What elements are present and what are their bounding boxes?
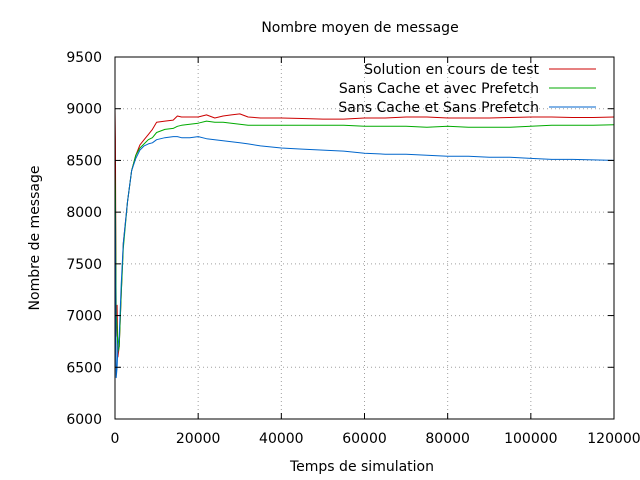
x-axis-label: Temps de simulation (289, 459, 434, 475)
y-tick-label: 9500 (66, 50, 102, 66)
y-tick-label: 6000 (66, 412, 102, 428)
y-tick-label: 9000 (66, 102, 102, 118)
chart-title: Nombre moyen de message (261, 20, 458, 36)
axis-ticks: 0 20000 40000 60000 80000 100000 120000 6000 650… (66, 50, 640, 447)
y-tick-label: 6500 (66, 360, 102, 376)
y-tick-label: 8000 (66, 205, 102, 221)
series-lines (114, 108, 615, 379)
legend: Solution en cours de test Sans Cache et a… (338, 62, 596, 116)
x-tick-label: 80000 (425, 431, 470, 447)
legend-label: Sans Cache et avec Prefetch (339, 81, 539, 97)
x-tick-label: 20000 (176, 431, 221, 447)
legend-label: Solution en cours de test (364, 62, 539, 78)
series-line-3 (114, 136, 615, 379)
y-tick-label: 8500 (66, 153, 102, 169)
x-tick-label: 120000 (587, 431, 640, 447)
x-tick-label: 60000 (342, 431, 387, 447)
x-tick-label: 100000 (504, 431, 557, 447)
y-tick-label: 7000 (66, 309, 102, 325)
y-tick-label: 7500 (66, 257, 102, 273)
x-tick-label: 40000 (259, 431, 304, 447)
x-tick-label: 0 (111, 431, 120, 447)
legend-label: Sans Cache et Sans Prefetch (338, 100, 539, 116)
y-axis-label: Nombre de message (27, 166, 43, 311)
